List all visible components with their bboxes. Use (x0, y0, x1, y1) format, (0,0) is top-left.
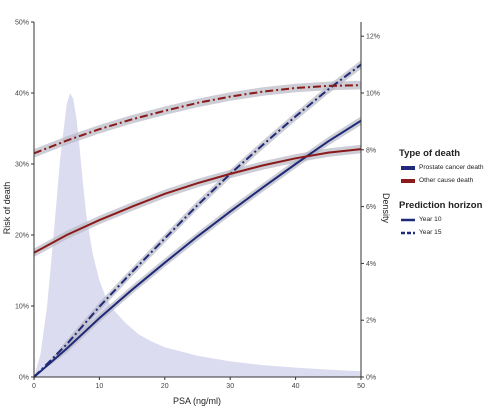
legend-item-year-10: Year 10 (401, 216, 499, 223)
y-tick-label: 10% (15, 304, 29, 311)
x-tick-label: 50 (357, 383, 365, 390)
legend-swatch-solid (401, 218, 415, 221)
x-axis-title: PSA (ng/ml) (173, 396, 221, 406)
secondary-y-tick-label: 6% (366, 204, 376, 211)
series-line (33, 148, 362, 254)
legend-swatch-dashed (401, 231, 415, 234)
secondary-y-tick-label: 2% (366, 318, 376, 325)
legend-swatch-other-cause (401, 178, 415, 183)
x-tick-label: 20 (161, 383, 169, 390)
secondary-y-tick-label: 4% (366, 261, 376, 268)
legend-label: Prostate cancer death (419, 164, 484, 171)
y-tick-label: 0% (19, 375, 29, 382)
legend-item-other-cause-death: Other cause death (401, 177, 499, 184)
x-tick-label: 10 (96, 383, 104, 390)
series-line (33, 84, 362, 155)
legend-label: Year 10 (419, 216, 442, 223)
y-axis-title: Risk of death (2, 182, 12, 235)
y-tick-label: 40% (15, 91, 29, 98)
legend-label: Other cause death (419, 177, 474, 184)
y-tick-label: 30% (15, 162, 29, 169)
secondary-y-tick-label: 8% (366, 147, 376, 154)
y-tick-label: 50% (15, 20, 29, 27)
secondary-y-tick-label: 10% (366, 91, 380, 98)
confidence-band (34, 144, 361, 257)
tick-label-layer: 0 10 20 30 40 500%10%20%30%40%50%0%2%4%6%8%10… (15, 20, 380, 391)
confidence-band (34, 80, 361, 158)
legend-swatch-prostate-cancer (401, 165, 415, 170)
legend-item-year-15: Year 15 (401, 229, 499, 236)
y-tick-label: 20% (15, 233, 29, 240)
x-tick-label: 30 (226, 383, 234, 390)
legend-item-prostate-cancer-death: Prostate cancer death (401, 164, 499, 171)
x-tick-label: 40 (292, 383, 300, 390)
legend-title-prediction-horizon: Prediction horizon (399, 200, 483, 211)
x-tick-label: 0 (32, 383, 36, 390)
series-line-layer (33, 63, 362, 378)
legend-label: Year 15 (419, 229, 442, 236)
axis-layer (31, 21, 364, 380)
legend-title-type-of-death: Type of death (399, 148, 461, 159)
secondary-y-axis-title: Density (381, 193, 391, 224)
secondary-y-tick-label: 12% (366, 34, 380, 41)
secondary-y-tick-label: 0% (366, 375, 376, 382)
legend: Type of death Prostate cancer death Othe… (399, 148, 499, 242)
